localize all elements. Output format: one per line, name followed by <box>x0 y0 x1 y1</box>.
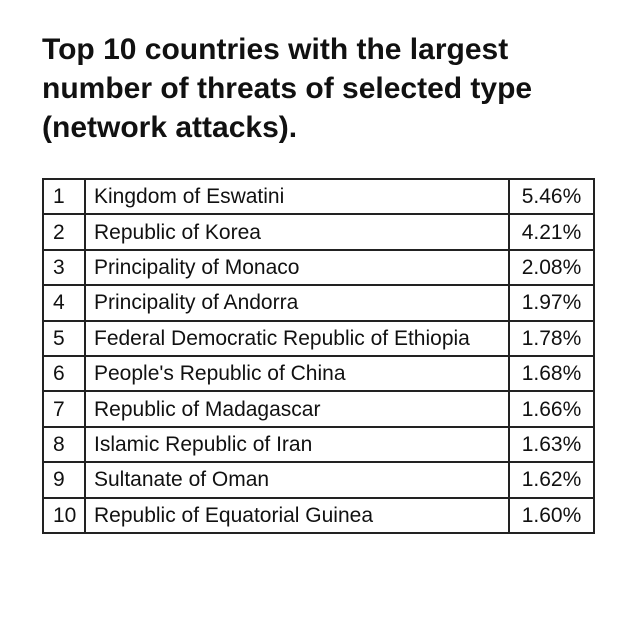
rank-cell: 3 <box>42 248 86 287</box>
value-cell: 4.21% <box>508 213 595 251</box>
rank-cell: 2 <box>42 213 86 251</box>
rank-cell: 5 <box>42 319 86 357</box>
country-cell: Principality of Monaco <box>84 248 510 287</box>
chart-title: Top 10 countries with the largest number… <box>42 33 533 144</box>
rank-cell: 8 <box>42 425 86 464</box>
rank-cell: 1 <box>42 177 86 216</box>
table-row: 4 Principality of Andorra 1.97% <box>42 284 595 322</box>
country-cell: Federal Democratic Republic of Ethiopia <box>84 319 510 357</box>
country-cell: Principality of Andorra <box>84 284 510 322</box>
value-cell: 1.66% <box>508 390 595 428</box>
value-cell: 1.78% <box>508 319 595 357</box>
table-row: 3 Principality of Monaco 2.08% <box>42 248 595 287</box>
value-cell: 1.63% <box>508 425 595 464</box>
rank-cell: 9 <box>42 461 86 499</box>
country-cell: People's Republic of China <box>84 354 510 393</box>
rank-cell: 7 <box>42 390 86 428</box>
value-cell: 1.62% <box>508 461 595 499</box>
table-row: 9 Sultanate of Oman 1.62% <box>42 461 595 499</box>
ranking-table: 1 Kingdom of Eswatini 5.46% 2 Republic o… <box>42 177 595 534</box>
rank-cell: 10 <box>42 496 86 534</box>
value-cell: 1.97% <box>508 284 595 322</box>
rank-cell: 4 <box>42 284 86 322</box>
country-cell: Republic of Korea <box>84 213 510 251</box>
value-cell: 1.68% <box>508 354 595 393</box>
table-row: 7 Republic of Madagascar 1.66% <box>42 390 595 428</box>
table-row: 1 Kingdom of Eswatini 5.46% <box>42 177 595 216</box>
value-cell: 1.60% <box>508 496 595 534</box>
table-row: 6 People's Republic of China 1.68% <box>42 354 595 393</box>
country-cell: Republic of Madagascar <box>84 390 510 428</box>
table-row: 5 Federal Democratic Republic of Ethiopi… <box>42 319 595 357</box>
ranking-table-body: 1 Kingdom of Eswatini 5.46% 2 Republic o… <box>42 177 595 534</box>
table-row: 10 Republic of Equatorial Guinea 1.60% <box>42 496 595 534</box>
country-cell: Sultanate of Oman <box>84 461 510 499</box>
value-cell: 5.46% <box>508 177 595 216</box>
value-cell: 2.08% <box>508 248 595 287</box>
country-cell: Republic of Equatorial Guinea <box>84 496 510 534</box>
rank-cell: 6 <box>42 354 86 393</box>
country-cell: Kingdom of Eswatini <box>84 177 510 216</box>
country-cell: Islamic Republic of Iran <box>84 425 510 464</box>
table-row: 2 Republic of Korea 4.21% <box>42 213 595 251</box>
table-row: 8 Islamic Republic of Iran 1.63% <box>42 425 595 464</box>
